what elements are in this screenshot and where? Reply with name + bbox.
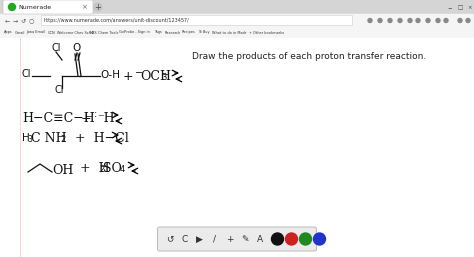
Text: CCN: CCN [48,31,56,34]
Text: ↺: ↺ [20,18,26,23]
Bar [0,0,474,14]
Text: □: □ [457,5,463,10]
Circle shape [408,19,412,23]
Text: ○: ○ [28,18,34,23]
Text: −: − [447,5,452,10]
Circle shape [285,233,298,245]
Circle shape [458,19,462,23]
Text: Recipes: Recipes [182,31,196,34]
Text: 3: 3 [161,74,166,82]
Text: →: → [12,18,18,23]
Bar [0,38,474,257]
Bar [0,14,474,27]
Text: MAS: MAS [89,31,97,34]
Text: +  H: + H [72,161,109,175]
Text: GoProbe - Sign in: GoProbe - Sign in [119,31,150,34]
Text: Research: Research [164,31,181,34]
Circle shape [313,233,326,245]
Text: +: + [94,3,101,12]
FancyBboxPatch shape [42,15,353,25]
Text: ✎: ✎ [241,234,248,243]
Text: ▶: ▶ [196,234,203,243]
Text: C NH: C NH [31,132,67,144]
Text: +: + [226,234,233,243]
Text: Cl: Cl [22,69,31,79]
Text: Other bookmarks: Other bookmarks [253,31,284,34]
Text: 2: 2 [60,135,65,144]
Text: 3: 3 [27,135,32,144]
Circle shape [9,4,16,11]
Text: O-H: O-H [100,70,120,80]
Text: SO: SO [103,161,122,175]
Text: Chem Tools: Chem Tools [98,31,118,34]
Text: Welcome Chev Sch: Welcome Chev Sch [57,31,91,34]
Circle shape [388,19,392,23]
Text: Numerade: Numerade [18,5,51,10]
Text: ⁻H: ⁻H [97,112,115,124]
Text: ↺: ↺ [166,234,173,243]
Circle shape [94,3,102,11]
Circle shape [416,19,420,23]
Text: https://www.numerade.com/answers/unit-discount/123457/: https://www.numerade.com/answers/unit-di… [44,18,190,23]
Text: Apps: Apps [4,31,13,34]
Text: To Buy: To Buy [198,31,210,34]
Text: O: O [72,43,80,53]
Circle shape [426,19,430,23]
Circle shape [436,19,440,23]
Text: ×: × [468,5,472,10]
Circle shape [398,19,402,23]
Text: −: − [135,68,143,78]
Circle shape [300,233,311,245]
Text: A: A [256,234,263,243]
Text: Jawa Email: Jawa Email [27,31,46,34]
Text: Draw the products of each proton transfer reaction.: Draw the products of each proton transfe… [192,52,426,61]
FancyBboxPatch shape [3,0,93,14]
Text: Cl: Cl [52,43,62,53]
Text: Gmail: Gmail [14,31,25,34]
FancyBboxPatch shape [157,227,317,251]
Text: +  H−Cl: + H−Cl [67,132,129,144]
Circle shape [272,233,283,245]
Text: Tags: Tags [154,31,162,34]
Text: ×: × [81,5,87,11]
Text: OCH: OCH [140,69,171,82]
Text: What to do in Madr: What to do in Madr [212,31,246,34]
Bar [0,27,474,38]
Circle shape [444,19,448,23]
Text: OH: OH [52,163,73,177]
Circle shape [368,19,372,23]
Text: ←: ← [4,18,9,23]
Text: +: + [81,112,91,124]
Circle shape [466,19,470,23]
Circle shape [378,19,382,23]
Text: 2: 2 [99,166,104,175]
Text: +: + [248,31,251,34]
Text: Cl: Cl [55,85,64,95]
Text: H: H [22,133,30,143]
Text: /: / [213,234,216,243]
Text: C: C [182,234,188,243]
Text: +: + [123,69,133,82]
Text: H−C≡C−H: H−C≡C−H [22,112,95,124]
Text: :: : [94,109,97,119]
Text: 4: 4 [120,166,125,175]
